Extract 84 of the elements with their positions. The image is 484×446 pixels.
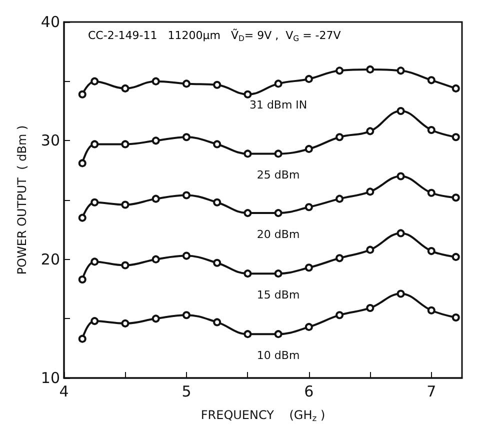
y-tick-label: 20 (40, 250, 60, 268)
point (396, 107, 405, 115)
series-label: 31 dBm IN (249, 98, 308, 112)
series-label: 10 dBm (256, 349, 300, 362)
point (213, 80, 222, 89)
point (244, 150, 252, 158)
point (213, 198, 222, 206)
point (452, 194, 460, 202)
point (90, 258, 99, 266)
point (182, 191, 190, 200)
point (213, 258, 222, 267)
point (182, 80, 190, 88)
point (152, 136, 160, 145)
point (78, 334, 86, 343)
point (304, 322, 313, 331)
point (396, 172, 405, 180)
point (366, 246, 374, 254)
point (452, 84, 460, 92)
point (90, 140, 99, 148)
point (152, 194, 160, 203)
point (336, 194, 344, 203)
y-tick-label: 40 (40, 13, 60, 31)
point (152, 77, 160, 86)
point (427, 76, 436, 84)
point (244, 90, 252, 98)
point (213, 140, 222, 148)
point (336, 133, 344, 142)
point (244, 270, 252, 278)
point (78, 214, 86, 222)
series-label: 20 dBm (256, 228, 300, 242)
point (304, 144, 313, 153)
point (121, 200, 130, 209)
point (336, 311, 344, 320)
point (152, 314, 160, 323)
point (366, 188, 374, 196)
point (304, 203, 313, 212)
point (366, 304, 374, 312)
point (366, 65, 374, 74)
point (366, 127, 374, 136)
point (274, 80, 282, 88)
point (274, 209, 282, 218)
point (78, 159, 86, 168)
point (274, 150, 282, 158)
point (427, 126, 436, 134)
point (244, 330, 252, 338)
point (427, 247, 436, 256)
point (452, 313, 460, 322)
point (396, 66, 405, 75)
x-tick-label: 7 (426, 382, 436, 400)
x-tick-label: 6 (304, 382, 314, 400)
point (90, 198, 99, 206)
point (274, 270, 282, 278)
point (396, 229, 405, 238)
point (121, 84, 130, 92)
x-tick-label: 5 (182, 382, 192, 400)
point (427, 188, 436, 197)
point (78, 276, 86, 284)
point (396, 290, 405, 298)
point (304, 264, 313, 272)
point (90, 317, 99, 326)
point (274, 330, 282, 338)
point (121, 140, 130, 148)
point (213, 318, 222, 326)
point (182, 133, 190, 142)
point (121, 261, 130, 270)
point (78, 90, 86, 98)
y-tick-label: 30 (40, 132, 60, 150)
point (90, 77, 99, 86)
point (182, 311, 190, 320)
point (182, 252, 190, 260)
y-axis-title: POWER OUTPUT ( dBm ) (15, 125, 29, 275)
point (152, 255, 160, 264)
x-tick-label: 4 (59, 382, 69, 400)
series-label: 15 dBm (256, 288, 300, 302)
point (121, 319, 130, 328)
point (336, 254, 344, 262)
y-tick-label: 10 (40, 369, 60, 387)
point (244, 209, 252, 218)
series-label: 25 dBm (256, 168, 300, 182)
point (336, 66, 344, 75)
point (452, 133, 460, 142)
point (304, 74, 313, 83)
point (452, 252, 460, 261)
point (427, 306, 436, 314)
